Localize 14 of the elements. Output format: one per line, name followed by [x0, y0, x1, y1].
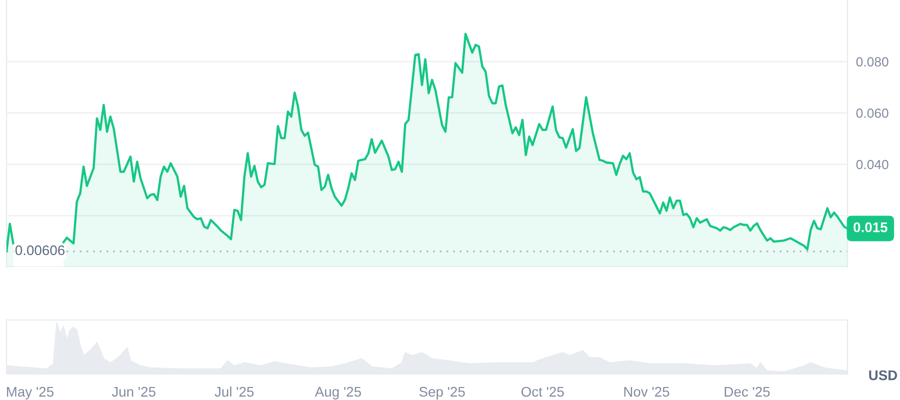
y-tick-label: 0.060	[856, 108, 888, 118]
x-tick-label: Dec '25	[724, 386, 770, 397]
y-axis-title: USD	[869, 370, 898, 380]
x-tick-label: Jul '25	[214, 386, 254, 397]
y-tick-label: 0.040	[856, 160, 888, 170]
x-tick-label: Jun '25	[112, 386, 156, 397]
x-tick-label: Aug '25	[314, 386, 361, 400]
x-tick-label: Oct '25	[521, 386, 564, 397]
x-tick-label: Sep '25	[419, 386, 465, 400]
ref-line-label: 0.00606	[15, 245, 65, 256]
y-tick-label: 0.080	[856, 57, 888, 67]
x-tick-label: May '25	[6, 386, 54, 400]
x-tick-label: Nov '25	[624, 386, 670, 397]
annotation: 0.015	[854, 222, 888, 232]
